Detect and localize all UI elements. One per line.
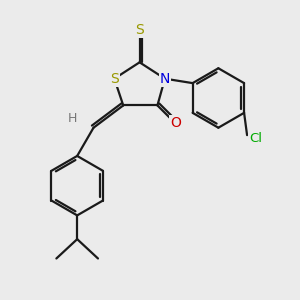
Text: H: H — [68, 112, 77, 125]
Text: O: O — [170, 116, 181, 130]
Text: N: N — [160, 72, 170, 86]
Text: S: S — [110, 72, 119, 86]
Text: S: S — [135, 22, 144, 37]
Text: Cl: Cl — [250, 132, 262, 145]
